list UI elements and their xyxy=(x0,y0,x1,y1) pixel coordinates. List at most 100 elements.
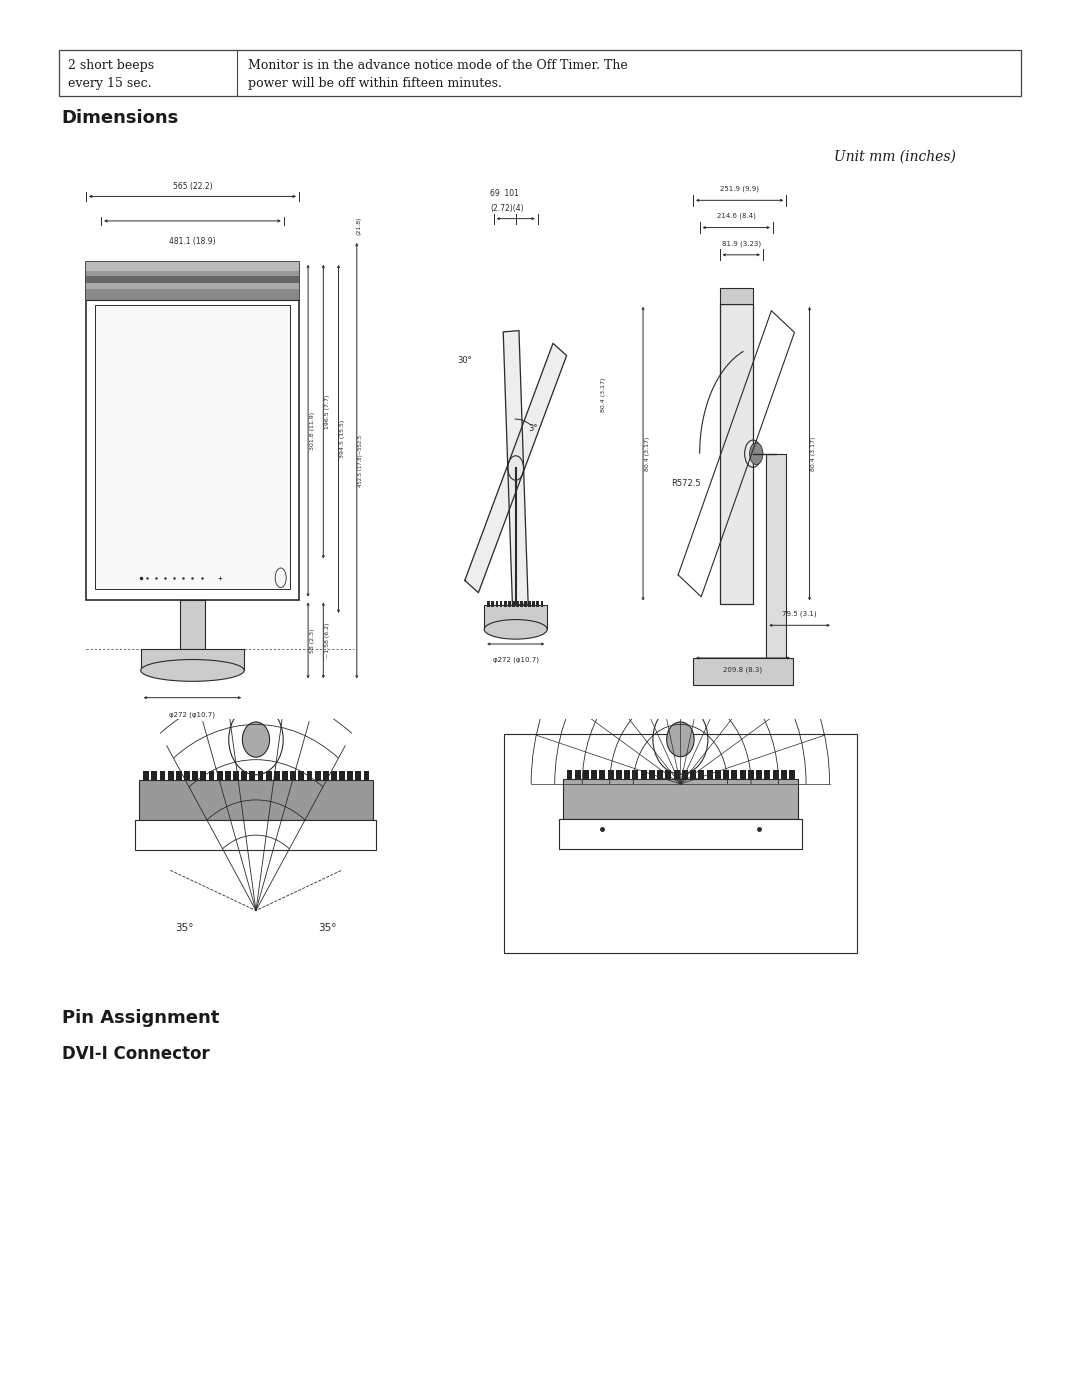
Ellipse shape xyxy=(140,659,244,682)
Bar xyxy=(496,602,498,608)
Bar xyxy=(665,770,672,780)
Circle shape xyxy=(750,443,762,465)
Bar xyxy=(740,770,745,780)
Text: φ272 (φ10.7): φ272 (φ10.7) xyxy=(170,711,215,718)
Bar xyxy=(180,599,204,648)
Bar xyxy=(487,602,490,608)
Bar xyxy=(658,770,663,780)
Text: 30°: 30° xyxy=(457,356,472,365)
Bar xyxy=(184,771,190,780)
Text: Monitor is in the advance notice mode of the Off Timer. The: Monitor is in the advance notice mode of… xyxy=(248,59,627,71)
Bar xyxy=(241,771,247,780)
Bar xyxy=(291,771,296,780)
Text: 58 (2.3): 58 (2.3) xyxy=(310,629,314,652)
Bar xyxy=(257,771,264,780)
Text: 69  101: 69 101 xyxy=(490,190,519,198)
Bar xyxy=(86,277,299,282)
Bar xyxy=(640,770,647,780)
Text: 301.8 (11.9): 301.8 (11.9) xyxy=(310,412,314,450)
Bar xyxy=(537,602,539,608)
Bar xyxy=(500,602,502,608)
Bar xyxy=(699,770,704,780)
Bar xyxy=(503,602,507,608)
Bar xyxy=(649,770,654,780)
Bar xyxy=(86,261,299,271)
Text: 209.8 (8.3): 209.8 (8.3) xyxy=(724,666,762,673)
Bar xyxy=(144,771,149,780)
Bar xyxy=(633,770,638,780)
Bar xyxy=(690,770,697,780)
Text: Pin Assignment: Pin Assignment xyxy=(62,1009,219,1027)
Text: Dimensions: Dimensions xyxy=(62,109,179,127)
Bar xyxy=(266,771,271,780)
Text: DVI-I Connector: DVI-I Connector xyxy=(62,1045,210,1063)
Text: 80.4 (3.17): 80.4 (3.17) xyxy=(600,377,606,412)
Bar xyxy=(139,780,373,820)
Bar xyxy=(491,602,495,608)
Bar xyxy=(140,648,244,671)
Text: 3°: 3° xyxy=(528,425,538,433)
Bar xyxy=(624,770,630,780)
Bar xyxy=(484,605,548,629)
Bar xyxy=(765,770,770,780)
Bar xyxy=(558,819,802,849)
Bar xyxy=(298,771,305,780)
Bar xyxy=(249,771,255,780)
Bar xyxy=(135,820,377,851)
Bar xyxy=(599,770,606,780)
Text: 452.5 (17.8)~552.5: 452.5 (17.8)~552.5 xyxy=(359,434,363,486)
Bar xyxy=(524,602,527,608)
Text: 81.9 (3.23): 81.9 (3.23) xyxy=(721,240,760,247)
Bar xyxy=(715,770,720,780)
Bar xyxy=(541,602,543,608)
Text: Unit mm (inches): Unit mm (inches) xyxy=(834,149,956,163)
Bar xyxy=(225,771,231,780)
Bar xyxy=(95,306,289,588)
Bar xyxy=(756,770,762,780)
Bar xyxy=(201,771,206,780)
Bar xyxy=(59,50,1021,96)
Text: 394.5 (15.5): 394.5 (15.5) xyxy=(340,419,345,458)
Bar xyxy=(719,288,753,305)
Bar xyxy=(674,770,679,780)
Bar xyxy=(616,770,622,780)
Bar xyxy=(330,771,337,780)
Polygon shape xyxy=(503,331,528,605)
Text: 251.9 (9.9): 251.9 (9.9) xyxy=(720,186,759,193)
Text: 80.4 (3.17): 80.4 (3.17) xyxy=(645,436,650,471)
Bar xyxy=(233,771,239,780)
Bar xyxy=(208,771,214,780)
Bar xyxy=(719,305,753,604)
Text: φ272 (φ10.7): φ272 (φ10.7) xyxy=(492,657,539,662)
Bar xyxy=(567,770,572,780)
Bar xyxy=(86,271,299,277)
Text: (2.72)(4): (2.72)(4) xyxy=(490,204,524,212)
Polygon shape xyxy=(464,344,567,592)
Bar xyxy=(86,289,299,300)
Circle shape xyxy=(666,722,694,757)
Text: 565 (22.2): 565 (22.2) xyxy=(173,182,213,191)
Bar xyxy=(608,770,613,780)
Circle shape xyxy=(242,722,270,757)
Text: 35°: 35° xyxy=(319,922,337,933)
Bar xyxy=(503,735,858,953)
Bar xyxy=(767,454,786,658)
Bar xyxy=(772,770,779,780)
Bar xyxy=(789,770,795,780)
Text: 79.5 (3.1): 79.5 (3.1) xyxy=(782,610,816,617)
Text: R572.5: R572.5 xyxy=(672,479,701,488)
Bar xyxy=(532,602,536,608)
Bar xyxy=(724,770,729,780)
Bar xyxy=(516,602,518,608)
Bar xyxy=(176,771,181,780)
Bar xyxy=(583,770,589,780)
Bar xyxy=(217,771,222,780)
Bar xyxy=(348,771,353,780)
Text: (21.8): (21.8) xyxy=(356,217,362,235)
Bar xyxy=(563,780,798,819)
Bar xyxy=(748,770,754,780)
Bar xyxy=(314,771,321,780)
Text: 196.5 (7.7): 196.5 (7.7) xyxy=(325,394,329,429)
Bar xyxy=(731,770,738,780)
Bar xyxy=(86,261,299,599)
